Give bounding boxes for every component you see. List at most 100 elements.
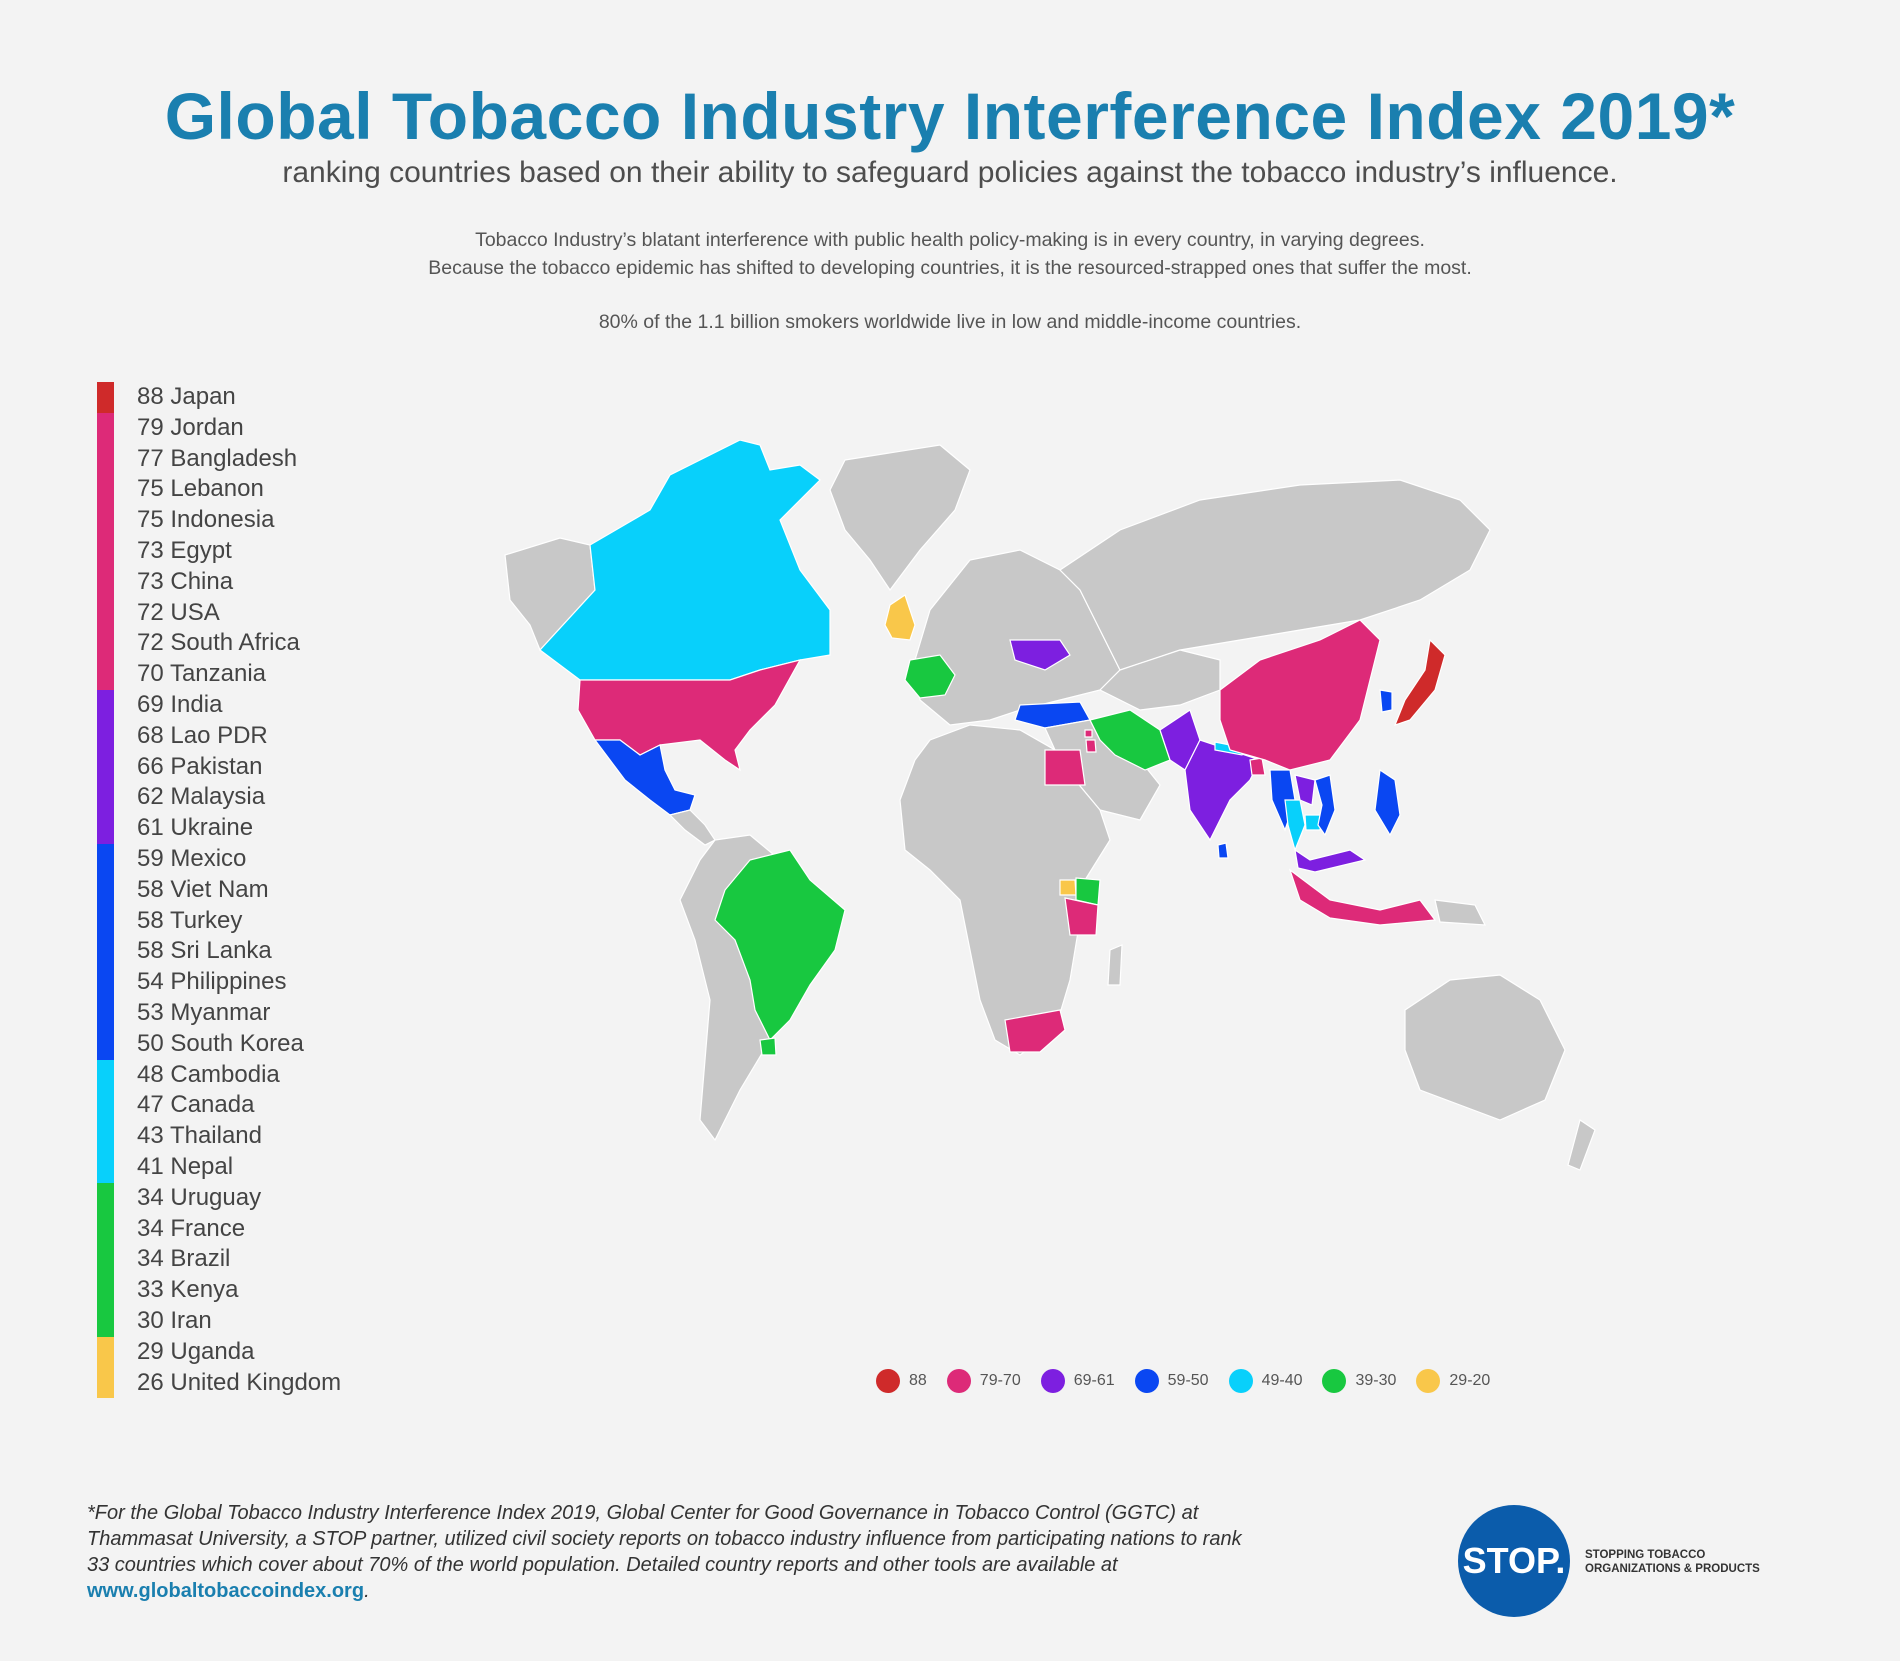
color-bar-segment bbox=[97, 597, 114, 629]
country-score: 68 bbox=[137, 721, 164, 749]
country-row: 62 Malaysia bbox=[137, 782, 341, 813]
key-item: 39-30 bbox=[1322, 1369, 1396, 1393]
country-name: Ukraine bbox=[170, 814, 254, 842]
key-label: 69-61 bbox=[1073, 1372, 1115, 1389]
country-score: 70 bbox=[137, 660, 164, 688]
country-name: Uganda bbox=[170, 1337, 255, 1365]
country-malaysia bbox=[1294, 848, 1367, 873]
country-south-korea bbox=[1379, 689, 1393, 713]
country-name: Canada bbox=[170, 1091, 255, 1119]
stop-logo-text: STOPPING TOBACCO ORGANIZATIONS & PRODUCT… bbox=[1585, 1548, 1760, 1576]
country-score: 54 bbox=[137, 968, 164, 996]
map-color-key: 88 79-70 69-61 59-50 49-40 39-30 29-20 bbox=[876, 1366, 1510, 1396]
country-name: Cambodia bbox=[170, 1060, 280, 1088]
country-thailand bbox=[1284, 799, 1306, 852]
color-bar-segment bbox=[97, 1090, 114, 1122]
country-name: United Kingdom bbox=[170, 1368, 342, 1396]
country-row: 72 South Africa bbox=[137, 628, 341, 659]
country-row: 43 Thailand bbox=[137, 1121, 341, 1152]
country-score: 34 bbox=[137, 1245, 164, 1273]
country-name: Malaysia bbox=[170, 783, 266, 811]
stop-logo: STOP. bbox=[1458, 1505, 1570, 1617]
country-row: 50 South Korea bbox=[137, 1029, 341, 1060]
intro-line-2: Because the tobacco epidemic has shifted… bbox=[428, 257, 1472, 279]
country-score: 47 bbox=[137, 1091, 164, 1119]
country-row: 75 Lebanon bbox=[137, 474, 341, 505]
key-dot bbox=[1134, 1369, 1159, 1393]
country-name: Jordan bbox=[170, 413, 244, 441]
country-sri-lanka bbox=[1217, 842, 1229, 859]
color-bar-segment bbox=[97, 412, 114, 444]
country-name: Indonesia bbox=[170, 506, 275, 534]
country-row: 73 China bbox=[137, 567, 341, 598]
country-france bbox=[904, 654, 956, 699]
country-row: 61 Ukraine bbox=[137, 813, 341, 844]
country-row: 33 Kenya bbox=[137, 1275, 341, 1306]
key-item: 69-61 bbox=[1040, 1369, 1115, 1393]
country-united-kingdom bbox=[884, 594, 916, 641]
country-indonesia bbox=[1288, 868, 1437, 926]
country-japan bbox=[1393, 638, 1446, 726]
country-name: Nepal bbox=[170, 1152, 234, 1180]
key-label: 39-30 bbox=[1355, 1372, 1397, 1389]
country-score: 61 bbox=[137, 814, 164, 842]
country-row: 75 Indonesia bbox=[137, 505, 341, 536]
country-score: 73 bbox=[137, 536, 164, 564]
score-color-bar bbox=[97, 382, 114, 1399]
country-score: 30 bbox=[137, 1306, 164, 1334]
country-row: 30 Iran bbox=[137, 1306, 341, 1337]
key-label: 79-70 bbox=[979, 1372, 1021, 1389]
country-ranking-list: 88 Japan 79 Jordan 77 Bangladesh 75 Lebanon… bbox=[137, 382, 341, 1398]
color-bar-segment bbox=[97, 751, 114, 783]
country-score: 43 bbox=[137, 1122, 164, 1150]
country-china bbox=[1219, 619, 1381, 771]
color-bar-segment bbox=[97, 1367, 114, 1399]
key-item: 49-40 bbox=[1228, 1369, 1303, 1393]
country-score: 58 bbox=[137, 937, 164, 965]
country-mexico bbox=[593, 739, 696, 816]
color-bar-segment bbox=[97, 1151, 114, 1183]
color-bar-segment bbox=[97, 1028, 114, 1060]
country-row: 47 Canada bbox=[137, 1090, 341, 1121]
country-row: 70 Tanzania bbox=[137, 659, 341, 690]
country-name: Viet Nam bbox=[170, 875, 269, 903]
country-score: 73 bbox=[137, 567, 164, 595]
country-score: 75 bbox=[137, 506, 164, 534]
country-name: Pakistan bbox=[170, 752, 263, 780]
key-label: 49-40 bbox=[1261, 1372, 1303, 1389]
country-name: Iran bbox=[170, 1306, 212, 1334]
color-bar-segment bbox=[97, 1305, 114, 1337]
country-score: 58 bbox=[137, 906, 164, 934]
color-bar-segment bbox=[97, 843, 114, 875]
country-row: 58 Viet Nam bbox=[137, 875, 341, 906]
country-lebanon bbox=[1084, 729, 1093, 738]
country-row: 34 Brazil bbox=[137, 1244, 341, 1275]
land-new-zealand bbox=[1567, 1119, 1596, 1171]
country-row: 53 Myanmar bbox=[137, 998, 341, 1029]
country-score: 66 bbox=[137, 752, 164, 780]
country-name: Japan bbox=[170, 383, 236, 410]
country-name: Bangladesh bbox=[170, 444, 298, 472]
country-score: 34 bbox=[137, 1183, 164, 1211]
country-row: 68 Lao PDR bbox=[137, 721, 341, 752]
country-lao-pdr bbox=[1294, 774, 1316, 806]
color-bar-segment bbox=[97, 628, 114, 660]
country-name: China bbox=[170, 567, 234, 595]
country-name: Mexico bbox=[170, 844, 247, 872]
color-bar-segment bbox=[97, 874, 114, 906]
key-item: 79-70 bbox=[946, 1369, 1021, 1393]
key-item: 29-20 bbox=[1416, 1369, 1490, 1393]
country-score: 50 bbox=[137, 1029, 164, 1057]
country-row: 59 Mexico bbox=[137, 844, 341, 875]
country-name: Philippines bbox=[170, 968, 287, 996]
world-map bbox=[504, 440, 1596, 1171]
land-greenland bbox=[829, 444, 971, 592]
color-bar-segment bbox=[97, 782, 114, 814]
footnote-link[interactable]: www.globaltobaccoindex.org bbox=[87, 1580, 365, 1602]
country-row: 48 Cambodia bbox=[137, 1060, 341, 1091]
key-dot bbox=[1322, 1369, 1347, 1393]
color-bar-segment bbox=[97, 382, 114, 413]
country-row: 58 Sri Lanka bbox=[137, 936, 341, 967]
country-score: 72 bbox=[137, 629, 164, 657]
color-bar-segment bbox=[97, 1059, 114, 1091]
